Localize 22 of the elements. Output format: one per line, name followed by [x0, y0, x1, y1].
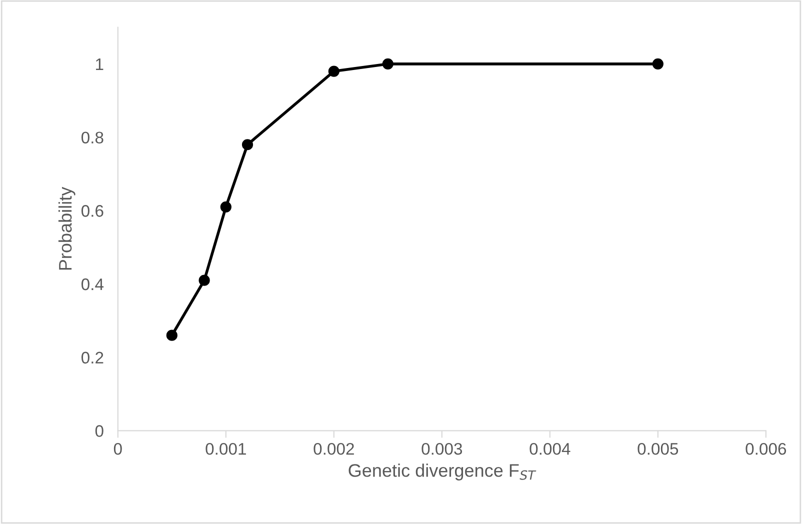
y-axis-title: Probability [58, 186, 76, 270]
point [220, 201, 232, 213]
y-tick-label: 0.6 [81, 205, 104, 217]
x-axis-title: Genetic divergence F$_{ST}$ [348, 464, 536, 480]
point [652, 58, 664, 70]
y-tick-label: 0.8 [81, 132, 104, 144]
point [382, 58, 394, 70]
point [242, 139, 254, 150]
x-tick-label: 0.002 [314, 442, 354, 455]
y-tick-label: 1 [96, 58, 104, 70]
y-tick-label: 0 [95, 425, 104, 437]
point [166, 330, 178, 341]
x-tick-label: 0.005 [638, 442, 678, 455]
x-tick-label: 0.006 [746, 442, 786, 455]
y-tick-label: 0.4 [81, 278, 104, 290]
x-tick-label: 0 [114, 442, 122, 455]
point [328, 66, 340, 77]
x-tick-label: 0.003 [422, 442, 462, 455]
x-tick-label: 0.004 [530, 442, 570, 455]
x-tick-label: 0.001 [206, 442, 246, 455]
point [198, 274, 210, 286]
y-tick-label: 0.2 [81, 352, 104, 364]
